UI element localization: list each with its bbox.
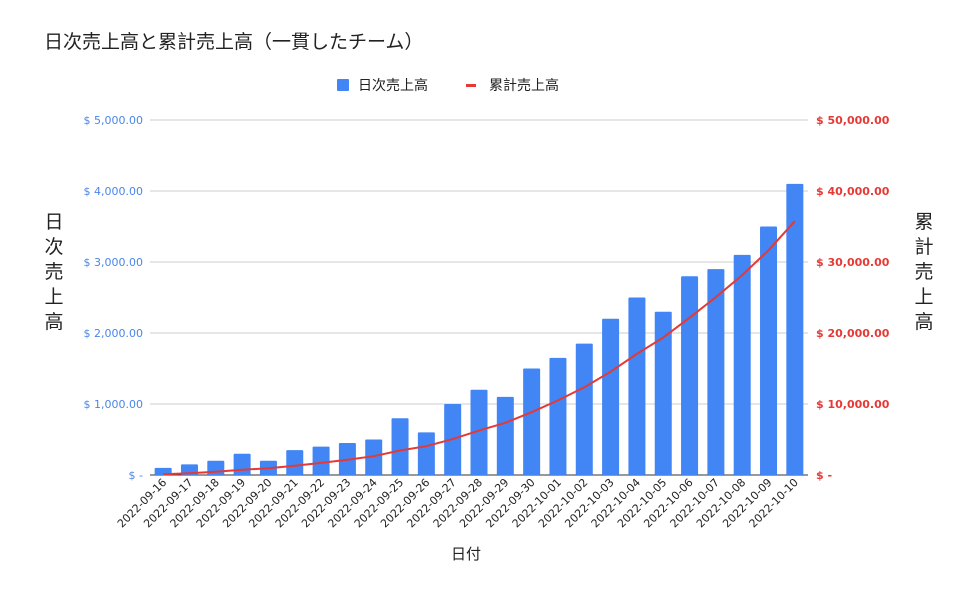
bar [365,439,383,475]
left-tick-label: $ - [129,469,143,482]
cumulative-line [163,220,796,476]
right-tick-label: $ 30,000.00 [816,256,890,269]
left-axis-title: 日次売上高 [44,211,63,333]
bar [549,357,567,475]
legend-line-swatch [466,84,476,87]
bar [417,432,435,475]
bar [470,389,488,475]
left-tick-label: $ 5,000.00 [84,114,143,127]
left-tick-label: $ 2,000.00 [84,327,143,340]
axis-title-char: 上 [914,286,933,308]
bar [786,183,804,475]
bar [707,269,725,475]
right-tick-label: $ 50,000.00 [816,114,890,127]
left-tick-label: $ 4,000.00 [84,185,143,198]
right-tick-label: $ 10,000.00 [816,398,890,411]
bar [286,450,304,475]
right-tick-label: $ 20,000.00 [816,327,890,340]
axis-title-char: 日 [44,211,63,233]
left-tick-label: $ 1,000.00 [84,398,143,411]
legend: 日次売上高 累計売上高 [337,77,559,94]
axis-title-char: 累 [914,211,933,233]
left-tick-label: $ 3,000.00 [84,256,143,269]
legend-bar-swatch [337,79,349,91]
bar [602,318,620,475]
legend-line-label: 累計売上高 [489,77,559,94]
right-axis-ticks: $ - $ 10,000.00 $ 20,000.00 $ 30,000.00 $ 40… [816,114,890,482]
axis-title-char: 高 [44,311,63,333]
bar [233,453,251,475]
bar [628,297,646,475]
axis-title-char: 次 [44,236,63,258]
bar [681,276,699,475]
bar [391,418,409,475]
bar [654,311,672,475]
bar [760,226,778,475]
bar [496,396,514,475]
bar [312,446,330,475]
bar [575,343,593,475]
chart-title: 日次売上高と累計売上高（一貫したチーム） [44,31,424,53]
right-axis-title: 累計売上高 [914,211,933,333]
left-axis-ticks: $ - $ 1,000.00 $ 2,000.00 $ 3,000.00 $ 4,000… [84,114,144,482]
axis-title-char: 高 [914,311,933,333]
axis-title-char: 売 [44,261,63,283]
right-tick-label: $ 40,000.00 [816,185,890,198]
right-tick-label: $ - [816,469,832,482]
x-axis-ticks: 2022-09-162022-09-172022-09-182022-09-19… [115,476,801,530]
axis-title-char: 上 [44,286,63,308]
axis-title-char: 計 [914,236,933,258]
bar [523,368,541,475]
bar [733,254,751,475]
legend-bar-label: 日次売上高 [358,77,428,94]
x-axis-title: 日付 [451,545,481,563]
axis-title-char: 売 [914,261,933,283]
